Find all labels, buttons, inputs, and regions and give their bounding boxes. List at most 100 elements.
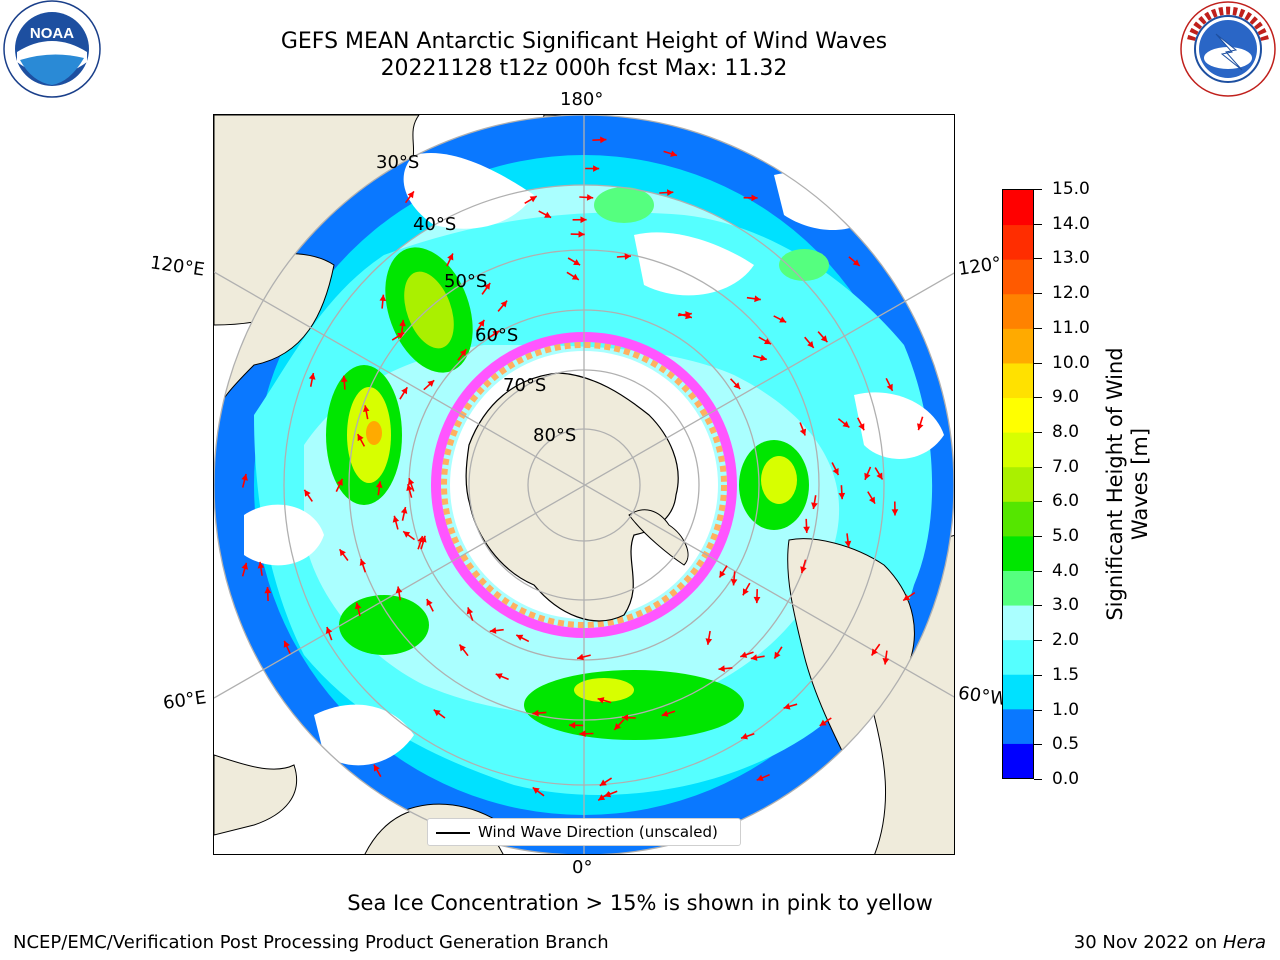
colorbar-tick <box>1034 362 1042 364</box>
wave-direction-arrowhead <box>869 496 875 504</box>
wave-direction-arrowhead <box>685 312 692 320</box>
wave-direction-arrowhead <box>433 709 441 717</box>
colorbar-swatch <box>1003 708 1033 744</box>
wave-direction-arrowhead <box>842 421 850 428</box>
colorbar-tick <box>1034 501 1042 503</box>
wave-direction-arrowhead <box>705 638 713 645</box>
wave-direction-arrowhead <box>407 478 415 486</box>
wave-direction-arrowhead <box>891 509 899 516</box>
colorbar-tick <box>1034 709 1042 711</box>
footer-date-text: 30 Nov 2022 on <box>1073 932 1223 953</box>
wave-direction-arrowhead <box>579 730 586 737</box>
wave-direction-arrowhead <box>621 714 629 721</box>
wave-direction-arrowhead <box>257 561 265 569</box>
wave-direction-arrowhead <box>340 375 348 382</box>
wave-direction-arrowhead <box>571 273 579 280</box>
colorbar-tick-label: 12.0 <box>1052 283 1090 304</box>
colorbar-tick <box>1034 605 1042 607</box>
wave-direction-arrowhead <box>399 319 406 327</box>
wave-direction-arrowhead <box>718 665 725 672</box>
graticule <box>214 115 954 854</box>
colorbar-tick <box>1034 258 1042 260</box>
wave-direction-arrowhead <box>241 562 248 570</box>
colorbar-tick-label: 5.0 <box>1052 526 1080 547</box>
colorbar-swatch <box>1003 605 1033 641</box>
wave-direction-arrowhead <box>357 434 364 442</box>
wave-direction-arrowhead <box>363 405 370 412</box>
noaa-logo-text: NOAA <box>30 25 74 42</box>
wave-direction-arrowhead <box>376 481 383 488</box>
wave-direction-arrowhead <box>598 794 606 801</box>
colorbar-swatch <box>1003 535 1033 571</box>
wave-direction-arrowhead <box>599 779 607 786</box>
colorbar-tick-label: 1.0 <box>1052 699 1080 720</box>
colorbar-tick-label: 7.0 <box>1052 456 1080 477</box>
wave-direction-arrowhead <box>395 586 403 594</box>
lon-label-180: 180° <box>560 89 604 110</box>
colorbar-tick-label: 14.0 <box>1052 213 1090 234</box>
wave-direction-arrowhead <box>733 382 741 389</box>
noaa-logo: NOAA <box>0 0 104 100</box>
wave-direction-arrowhead <box>427 380 435 387</box>
wave-direction-arrowhead <box>577 653 584 661</box>
map-legend: Wind Wave Direction (unscaled) <box>427 818 741 846</box>
lat-label-30s: 30°S <box>376 152 420 173</box>
wave-direction-arrowhead <box>401 387 408 395</box>
colorbar-tick-label: 4.0 <box>1052 560 1080 581</box>
wave-direction-arrowhead <box>903 594 911 601</box>
wave-direction-arrowhead <box>751 194 758 202</box>
polar-map-canvas <box>214 115 954 854</box>
wave-direction-arrowhead <box>407 191 414 199</box>
wave-direction-arrowhead <box>500 300 508 308</box>
wave-direction-arrowhead <box>426 599 433 606</box>
wave-direction-arrowhead <box>604 791 612 798</box>
colorbar-swatch <box>1003 466 1033 502</box>
wave-direction-arrowhead <box>580 216 587 224</box>
wave-direction-arrowhead <box>774 651 781 659</box>
colorbar-swatch <box>1003 328 1033 364</box>
wave-direction-arrowhead <box>569 721 576 729</box>
wave-direction-arrowhead <box>800 566 807 574</box>
colorbar-swatch <box>1003 432 1033 468</box>
wave-direction-arrowhead <box>783 703 791 710</box>
wave-direction-arrowhead <box>447 253 454 261</box>
wave-direction-arrowhead <box>573 259 581 266</box>
wave-direction-arrowhead <box>750 654 758 661</box>
footer-branch: NCEP/EMC/Verification Post Processing Pr… <box>13 932 609 953</box>
wave-direction-arrowhead <box>586 194 594 201</box>
wave-direction-arrowhead <box>400 507 408 514</box>
wave-direction-arrowhead <box>838 492 846 500</box>
legend-line-swatch <box>436 832 470 834</box>
wave-direction-arrowhead <box>304 489 311 497</box>
wave-direction-arrowhead <box>336 478 343 486</box>
wave-direction-arrowhead <box>858 423 865 431</box>
colorbar-tick-label: 8.0 <box>1052 421 1080 442</box>
wave-direction-arrowhead <box>803 526 810 533</box>
colorbar-swatch <box>1003 743 1033 779</box>
colorbar-tick-label: 0.5 <box>1052 734 1080 755</box>
wave-direction-arrowhead <box>886 383 893 391</box>
colorbar-swatch <box>1003 639 1033 675</box>
wave-direction-arrowhead <box>741 733 748 740</box>
colorbar <box>1002 189 1034 779</box>
footer-date: 30 Nov 2022 on Hera <box>1074 932 1266 953</box>
wave-direction-arrowhead <box>420 535 427 543</box>
wave-direction-arrowhead <box>667 189 674 196</box>
colorbar-swatch <box>1003 674 1033 710</box>
wave-direction-arrowhead <box>753 596 761 604</box>
lat-label-50s: 50°S <box>444 271 488 292</box>
wave-direction-arrowhead <box>489 627 497 634</box>
lon-label-0: 0° <box>572 857 593 878</box>
wave-direction-arrowhead <box>495 673 503 680</box>
wave-direction-arrowhead <box>876 472 883 480</box>
wave-direction-arrowhead <box>756 774 764 781</box>
wave-direction-arrowhead <box>392 515 400 523</box>
wave-direction-arrowhead <box>406 484 413 491</box>
colorbar-tick-label: 13.0 <box>1052 248 1090 269</box>
wave-direction-arrowhead <box>283 640 290 648</box>
wave-direction-arrowhead <box>529 196 537 203</box>
wave-direction-arrowhead <box>359 559 366 566</box>
colorbar-tick-label: 2.0 <box>1052 630 1080 651</box>
wave-direction-arrowhead <box>354 602 362 610</box>
colorbar-swatch <box>1003 362 1033 399</box>
